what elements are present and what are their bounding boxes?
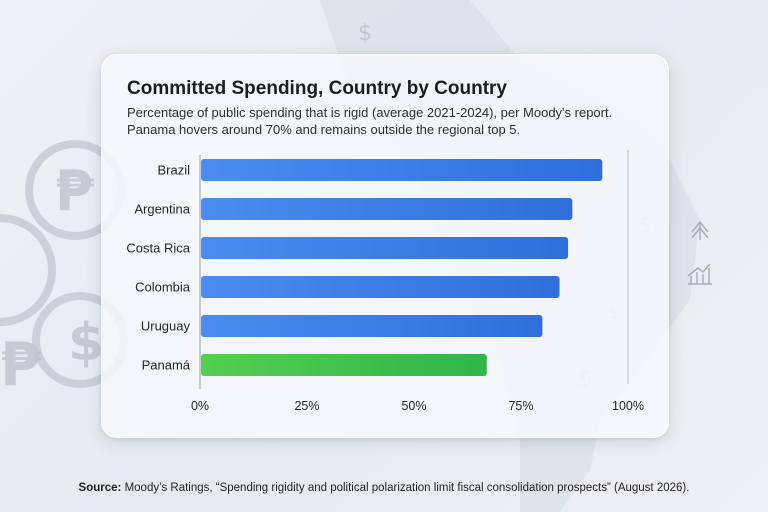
category-label: Argentina <box>134 202 190 217</box>
bar <box>201 198 573 220</box>
category-label: Panamá <box>142 358 191 373</box>
x-tick-label: 25% <box>294 399 319 413</box>
x-tick-label: 75% <box>508 399 533 413</box>
chart-title: Committed Spending, Country by Country <box>127 78 507 99</box>
subtitle-line: Panama hovers around 70% and remains out… <box>127 122 521 137</box>
category-label: Uruguay <box>141 319 191 334</box>
chart-subtitle: Percentage of public spending that is ri… <box>127 104 647 138</box>
bar <box>201 237 569 259</box>
peso-sign-icon: ₱ <box>0 330 42 400</box>
category-label: Colombia <box>135 280 191 295</box>
source-note: Source: Moody’s Ratings, “Spending rigid… <box>0 482 768 494</box>
category-label: Brazil <box>157 163 190 178</box>
dollar-sign-icon: $ <box>68 313 104 373</box>
dollar-sign-icon: $ <box>358 21 372 46</box>
peso-sign-icon: ₱ <box>55 159 94 224</box>
source-label: Source: <box>78 482 122 494</box>
x-tick-label: 50% <box>401 399 426 413</box>
x-tick-label: 100% <box>612 399 644 413</box>
growth-arrows-icon <box>691 220 709 240</box>
x-tick-label: 0% <box>191 399 209 413</box>
bar-highlight <box>201 354 487 376</box>
category-label: Costa Rica <box>126 241 190 256</box>
source-text: Moody’s Ratings, “Spending rigidity and … <box>124 482 690 494</box>
bar-chart-icon <box>687 263 712 285</box>
bar <box>201 315 543 337</box>
bar <box>201 159 603 181</box>
bar <box>201 276 560 298</box>
subtitle-line: Percentage of public spending that is ri… <box>127 105 613 120</box>
